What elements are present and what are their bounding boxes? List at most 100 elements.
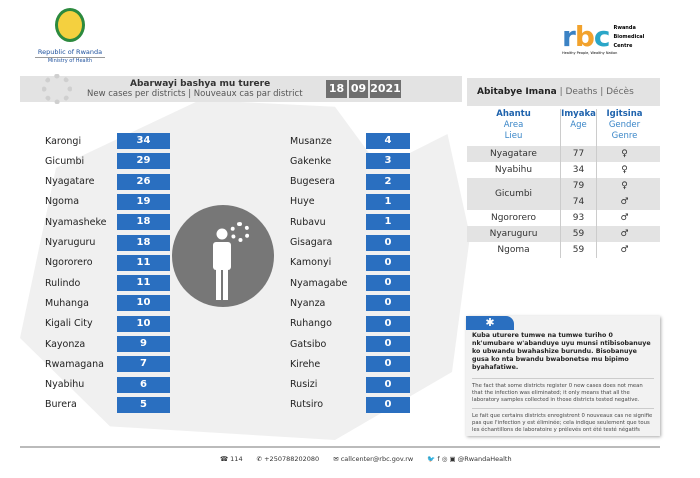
case-count: 29 bbox=[117, 153, 170, 170]
district-name: Gatsibo bbox=[290, 338, 327, 350]
district-row: Nyabihu 6 bbox=[45, 376, 170, 393]
logo-text: Republic of Rwanda bbox=[37, 48, 103, 56]
district-name: Rutsiro bbox=[290, 399, 324, 411]
case-count: 11 bbox=[117, 254, 170, 271]
header-subtitle: New cases per districts | Nouveaux cas p… bbox=[87, 89, 303, 99]
district-row: Gakenke 3 bbox=[290, 153, 410, 170]
district-name: Karongi bbox=[45, 135, 82, 147]
person-icon bbox=[213, 228, 231, 300]
case-count: 7 bbox=[117, 356, 170, 373]
district-name: Kigali City bbox=[45, 318, 93, 330]
case-count: 6 bbox=[117, 376, 170, 393]
deaths-header-row: Ahantu Area Lieu Imyaka Age Igitsina Gender G… bbox=[467, 106, 660, 146]
case-count: 9 bbox=[117, 336, 170, 352]
district-name: Kirehe bbox=[290, 358, 321, 370]
district-name: Kayonza bbox=[45, 338, 86, 350]
case-count: 18 bbox=[117, 214, 170, 231]
case-count: 1 bbox=[366, 193, 410, 210]
death-area: Gicumbi bbox=[494, 189, 533, 199]
district-name: Nyamasheke bbox=[45, 216, 107, 228]
header-title: Abarwayi bashya mu turere bbox=[130, 79, 271, 89]
death-age: 93 bbox=[560, 210, 596, 226]
email-link[interactable]: ✉ callcenter@rbc.gov.rw bbox=[333, 455, 414, 463]
district-name: Gisagara bbox=[290, 237, 333, 248]
case-count: 18 bbox=[117, 234, 170, 251]
district-row: Nyamasheke 18 bbox=[45, 214, 170, 231]
rbc-name-2: Biomedical bbox=[613, 34, 645, 40]
district-row: Gicumbi 29 bbox=[45, 153, 170, 170]
district-row: Nyanza 0 bbox=[290, 295, 410, 312]
case-count: 0 bbox=[366, 295, 410, 312]
district-row: Rusizi 0 bbox=[290, 376, 410, 393]
phone-link[interactable]: ✆ +250788202080 bbox=[256, 455, 320, 463]
death-row: Nyabihu 34 ♀ bbox=[467, 162, 660, 178]
note-kinyarwanda: Kuba uturere tumwe na tumwe turiho 0 nk'… bbox=[472, 332, 654, 379]
deaths-title: Abitabye Imana | Deaths | Décès bbox=[467, 78, 660, 106]
district-name: Rusizi bbox=[290, 379, 318, 391]
district-name: Nyabihu bbox=[45, 379, 85, 391]
district-row: Ngororero 11 bbox=[45, 254, 170, 271]
gender-icon: ♂ bbox=[596, 242, 652, 258]
ministry-logo: Republic of Rwanda Ministry of Health bbox=[35, 8, 105, 64]
district-name: Bugesera bbox=[290, 176, 335, 188]
death-age: 79 bbox=[560, 178, 596, 194]
district-name: Gakenke bbox=[290, 155, 332, 167]
district-name: Muhanga bbox=[45, 297, 89, 309]
case-count: 11 bbox=[117, 275, 170, 292]
death-age: 77 bbox=[560, 146, 596, 162]
footer-contacts: ☎ 114 ✆ +250788202080 ✉ callcenter@rbc.g… bbox=[20, 446, 660, 463]
case-count: 0 bbox=[366, 315, 410, 332]
gender-icon: ♀ bbox=[596, 162, 652, 178]
date-month: 09 bbox=[349, 80, 368, 98]
district-row: Burera 5 bbox=[45, 396, 170, 413]
district-name: Burera bbox=[45, 399, 77, 411]
social-link[interactable]: 🐦 f ◎ ▣ @RwandaHealth bbox=[427, 455, 512, 463]
case-count: 3 bbox=[366, 153, 410, 170]
virus-icon bbox=[42, 74, 72, 104]
date-day: 18 bbox=[326, 80, 347, 98]
rbc-name-3: Centre bbox=[613, 43, 633, 49]
district-row: Rulindo 11 bbox=[45, 275, 170, 292]
death-row: Nyaruguru 59 ♂ bbox=[467, 226, 660, 242]
case-count: 19 bbox=[117, 193, 170, 210]
district-name: Nyamagabe bbox=[290, 277, 348, 289]
district-name: Ngororero bbox=[45, 257, 93, 269]
cases-header: Abarwayi bashya mu turere New cases per … bbox=[20, 74, 462, 104]
district-row: Gisagara 0 bbox=[290, 234, 410, 251]
district-row: Bugesera 2 bbox=[290, 173, 410, 190]
district-name: Rulindo bbox=[45, 277, 81, 289]
district-name: Musanze bbox=[290, 135, 332, 147]
coat-of-arms-icon bbox=[55, 8, 85, 42]
case-count: 0 bbox=[366, 234, 410, 251]
district-row: Kamonyi 0 bbox=[290, 254, 410, 271]
hotline-link[interactable]: ☎ 114 bbox=[220, 455, 243, 463]
case-count: 5 bbox=[117, 396, 170, 413]
district-name: Nyanza bbox=[290, 297, 326, 309]
death-area: Nyabihu bbox=[494, 165, 533, 175]
district-row: Huye 1 bbox=[290, 193, 410, 210]
district-row: Nyamagabe 0 bbox=[290, 275, 410, 292]
district-name: Kamonyi bbox=[290, 257, 332, 269]
death-row: Ngoma 59 ♂ bbox=[467, 242, 660, 258]
rbc-tagline: Healthy People, Wealthy Nation bbox=[562, 51, 618, 55]
death-row: Ngororero 93 ♂ bbox=[467, 210, 660, 226]
date-year: 2021 bbox=[370, 80, 401, 98]
death-row: Gicumbi 79 ♀ bbox=[467, 178, 660, 199]
district-row: Muhanga 10 bbox=[45, 295, 170, 312]
district-row: Nyagatare 26 bbox=[45, 173, 170, 190]
death-row: Nyagatare 77 ♀ bbox=[467, 146, 660, 162]
virus-icon bbox=[230, 222, 250, 242]
death-age: 59 bbox=[560, 242, 596, 258]
death-area: Ngoma bbox=[497, 245, 530, 255]
case-count: 0 bbox=[366, 376, 410, 393]
district-row: Kayonza 9 bbox=[45, 336, 170, 352]
district-name: Nyagatare bbox=[45, 176, 95, 188]
case-count: 26 bbox=[117, 173, 170, 190]
death-row: 74 ♂ bbox=[467, 194, 660, 210]
district-name: Huye bbox=[290, 196, 315, 208]
note-french: Le fait que certains districts enregistr… bbox=[472, 413, 653, 433]
district-row: Rubavu 1 bbox=[290, 214, 410, 231]
case-count: 4 bbox=[366, 133, 410, 149]
death-area: Nyagatare bbox=[490, 149, 537, 159]
district-name: Nyaruguru bbox=[45, 237, 96, 248]
